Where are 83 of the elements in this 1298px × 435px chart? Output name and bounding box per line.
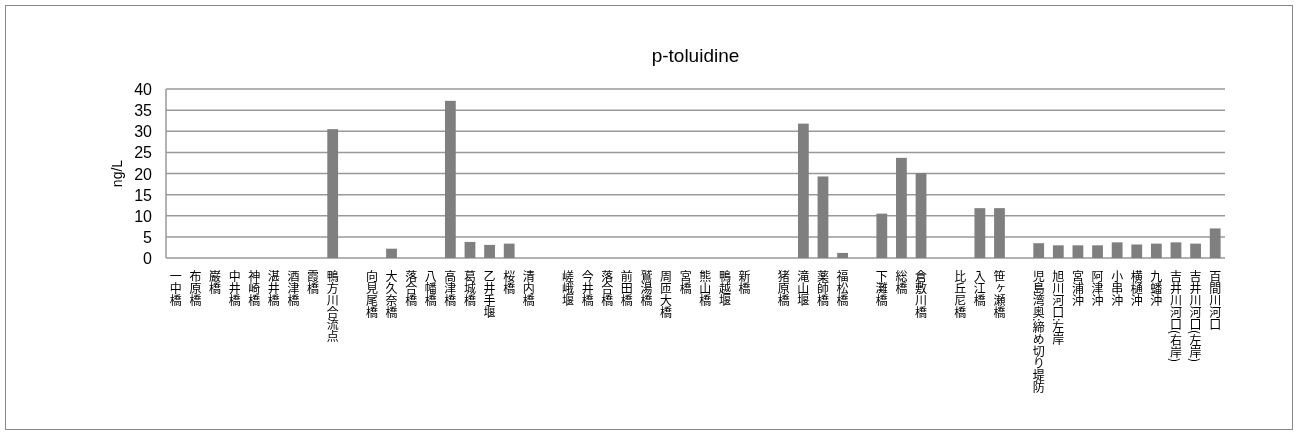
bar [1131, 244, 1143, 258]
bar [1170, 242, 1182, 258]
y-tick-label: 0 [143, 250, 153, 267]
x-tick-label: 比丘尼橋 [951, 269, 969, 319]
x-tick-label: 宮浦沖 [1069, 268, 1087, 306]
x-tick-label: 薬師橋 [814, 269, 832, 307]
x-tick-label: 百間川河口 [1206, 270, 1224, 330]
bar [994, 208, 1005, 258]
x-tick-label: 横樋沖 [1128, 269, 1146, 306]
x-tick-label: 中井橋 [226, 268, 244, 307]
y-tick-label: 5 [143, 228, 153, 246]
x-tick-label: 巌橋 [206, 269, 224, 295]
bar [1072, 245, 1084, 258]
x-tick-label: 落合橋 [598, 269, 616, 307]
y-tick-label: 15 [134, 186, 153, 204]
x-tick-label: 湛井橋 [265, 269, 283, 307]
y-tick-label: 25 [134, 144, 153, 162]
x-tick-label: 旭川河口:左岸 [1049, 269, 1067, 346]
y-tick-label: 35 [134, 102, 153, 120]
x-tick-label: 児島湾奥:締め切り堤防 [1030, 269, 1048, 394]
x-tick-label: 布原橋 [186, 269, 204, 307]
bar [896, 157, 907, 258]
x-tick-label: 周匝大橋 [657, 270, 675, 319]
x-tick-label: 阿津沖 [1089, 269, 1107, 306]
y-axis-title: ng/L [109, 159, 125, 188]
y-tick-label: 30 [134, 123, 153, 141]
x-tick-label: 吉井川河口(左岸) [1187, 269, 1205, 363]
x-tick-label: 桜橋 [500, 269, 518, 295]
y-tick-label: 20 [134, 165, 153, 183]
bar [1092, 245, 1103, 258]
bar [1190, 243, 1201, 258]
x-tick-label: 一中橋 [167, 270, 185, 307]
x-tick-label: 吉井川河口(右岸) [1167, 269, 1185, 363]
x-tick-label: 今井橋 [579, 268, 597, 307]
chart-title: p-toluidine [651, 45, 740, 66]
x-tick-label: 福松橋 [834, 268, 852, 307]
bar [444, 100, 456, 258]
bar [817, 176, 829, 258]
bar [1209, 228, 1221, 258]
bar [1150, 243, 1162, 258]
x-tick-label: 熊山橋 [696, 269, 714, 307]
y-tick-label: 40 [134, 81, 153, 98]
x-tick-label: 清内橋 [520, 269, 538, 307]
x-tick-label: 滝山堰 [794, 269, 812, 306]
bar [484, 244, 495, 258]
bar [1111, 242, 1123, 258]
x-tick-label: 新橋 [736, 269, 754, 295]
bar [327, 129, 339, 258]
x-tick-label: 嵯峨堰 [559, 269, 577, 306]
bar [876, 213, 888, 258]
x-tick-label: 葛城橋 [461, 269, 479, 307]
bar [503, 243, 515, 258]
x-tick-label: 八幡橋 [422, 270, 440, 307]
x-tick-label: 神崎橋 [245, 268, 263, 307]
x-tick-label: 落合橋 [402, 269, 420, 307]
x-tick-label: 酒津橋 [284, 269, 302, 307]
x-tick-label: 九蟠沖 [1147, 269, 1165, 306]
x-tick-label: 乙井手堰 [481, 270, 499, 318]
y-tick-label: 10 [134, 207, 153, 225]
bar [797, 123, 809, 258]
x-tick-label: 猪原橋 [775, 269, 793, 307]
x-tick-label: 宮橋 [677, 268, 695, 295]
bar [386, 248, 397, 258]
bar [1052, 245, 1064, 258]
x-tick-label: 入江橋 [971, 270, 989, 307]
x-tick-label: 鴨越堰 [716, 269, 734, 306]
bar [837, 252, 848, 258]
bar [974, 208, 986, 258]
x-tick-label: 倉敷川橋 [912, 269, 930, 319]
x-tick-label: 総橋 [892, 268, 910, 295]
x-tick-label: 笹ヶ瀬橋 [990, 268, 1008, 319]
bar [464, 241, 476, 258]
x-tick-label: 前田橋 [618, 268, 636, 307]
x-tick-label: 下灘橋 [873, 270, 891, 307]
x-tick-label: 霞橋 [304, 269, 322, 295]
x-tick-label: 向見尾橋 [363, 268, 381, 319]
x-tick-label: 大久奈橋 [383, 269, 401, 319]
bar [1033, 243, 1045, 258]
x-tick-label: 小串沖 [1108, 269, 1126, 306]
x-tick-label: 鷲湯橋 [637, 268, 655, 307]
x-tick-label: 高津橋 [441, 269, 459, 307]
bar [915, 173, 927, 258]
x-tick-label: 鴨方川合流点 [324, 269, 342, 342]
